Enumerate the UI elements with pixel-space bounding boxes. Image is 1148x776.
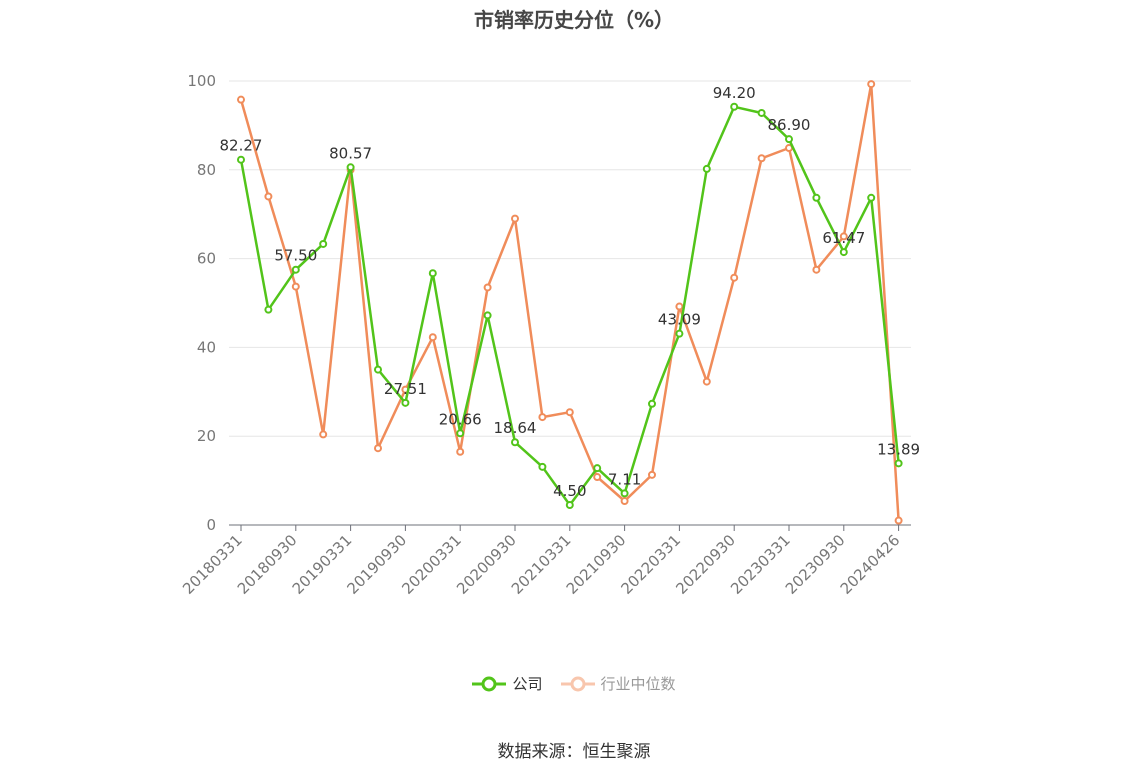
y-tick-label: 80 bbox=[197, 161, 216, 179]
data-point bbox=[428, 269, 437, 278]
data-point bbox=[757, 108, 766, 117]
data-point bbox=[894, 516, 903, 525]
y-tick-label: 100 bbox=[187, 72, 216, 90]
x-tick-label: 20240426 bbox=[837, 531, 904, 598]
data-point bbox=[593, 464, 602, 473]
data-point bbox=[648, 399, 656, 408]
y-tick-label: 60 bbox=[197, 250, 216, 268]
data-label: 61.47 bbox=[822, 229, 865, 247]
data-point bbox=[264, 305, 273, 314]
data-point bbox=[291, 265, 300, 274]
data-point bbox=[867, 193, 876, 202]
data-point bbox=[538, 462, 547, 471]
data-point bbox=[702, 377, 711, 386]
legend-line-circle-icon bbox=[560, 676, 595, 691]
data-label: 13.89 bbox=[877, 440, 920, 458]
y-tick-label: 20 bbox=[197, 427, 216, 445]
legend-label-company: 公司 bbox=[512, 675, 543, 693]
data-point bbox=[730, 102, 739, 111]
data-point bbox=[757, 154, 766, 163]
data-point bbox=[456, 429, 465, 438]
y-tick-label: 0 bbox=[206, 516, 216, 534]
data-point bbox=[346, 163, 355, 172]
data-point bbox=[620, 497, 629, 506]
data-point bbox=[319, 430, 328, 439]
data-point bbox=[620, 489, 629, 498]
data-label: 43.09 bbox=[658, 311, 701, 329]
data-point bbox=[538, 413, 547, 422]
series-line-0 bbox=[239, 105, 900, 507]
data-point bbox=[839, 248, 848, 257]
data-label: 20.66 bbox=[439, 410, 482, 428]
data-point bbox=[839, 232, 848, 241]
gridlines bbox=[229, 80, 911, 437]
data-label: 82.27 bbox=[220, 137, 263, 155]
line-chart: 0204060801002018033120180930201903312019… bbox=[179, 72, 921, 598]
data-point bbox=[374, 365, 382, 374]
data-point bbox=[264, 192, 273, 201]
data-point bbox=[812, 193, 821, 202]
legend-item-company[interactable]: 公司 bbox=[472, 673, 543, 694]
data-point bbox=[319, 239, 328, 248]
y-tick-label: 40 bbox=[197, 338, 216, 356]
data-label: 94.20 bbox=[713, 84, 756, 102]
series-layer bbox=[237, 80, 903, 525]
data-point bbox=[237, 95, 245, 104]
data-point bbox=[593, 473, 602, 482]
data-point bbox=[483, 311, 492, 320]
data-point bbox=[483, 283, 492, 292]
legend: 公司 行业中位数 bbox=[0, 673, 1148, 694]
data-point bbox=[237, 155, 245, 164]
data-point bbox=[867, 80, 876, 89]
data-label: 57.50 bbox=[274, 247, 317, 265]
data-label: 86.90 bbox=[768, 116, 811, 134]
data-point bbox=[374, 444, 382, 453]
chart-title: 市销率历史分位（%） bbox=[473, 8, 675, 32]
data-point bbox=[291, 282, 300, 291]
data-point bbox=[675, 329, 684, 338]
data-point bbox=[702, 164, 711, 173]
legend-item-industry-median[interactable]: 行业中位数 bbox=[560, 673, 676, 694]
data-point bbox=[511, 214, 519, 223]
axes: 0204060801002018033120180930201903312019… bbox=[179, 72, 911, 598]
data-point bbox=[401, 398, 410, 407]
data-point bbox=[511, 438, 519, 447]
data-label: 4.50 bbox=[553, 482, 586, 500]
source-note: 数据来源：恒生聚源 bbox=[497, 742, 651, 762]
data-point bbox=[565, 501, 574, 510]
data-point bbox=[785, 135, 793, 144]
data-point bbox=[730, 273, 739, 282]
legend-label-industry-median: 行业中位数 bbox=[600, 675, 676, 693]
data-point bbox=[675, 302, 684, 311]
data-label: 7.11 bbox=[608, 470, 641, 488]
data-point bbox=[894, 459, 903, 468]
legend-line-circle-icon bbox=[472, 676, 507, 691]
data-point bbox=[565, 408, 574, 417]
data-point bbox=[648, 470, 656, 479]
data-point bbox=[456, 447, 465, 456]
data-label: 27.51 bbox=[384, 380, 427, 398]
data-point bbox=[428, 333, 437, 342]
data-label: 18.64 bbox=[494, 419, 537, 437]
data-labels: 82.27 57.50 80.57 27.51 20.66 18.64 4.50 7.11 43… bbox=[220, 84, 921, 500]
data-label: 80.57 bbox=[329, 144, 372, 162]
data-point bbox=[812, 265, 821, 274]
